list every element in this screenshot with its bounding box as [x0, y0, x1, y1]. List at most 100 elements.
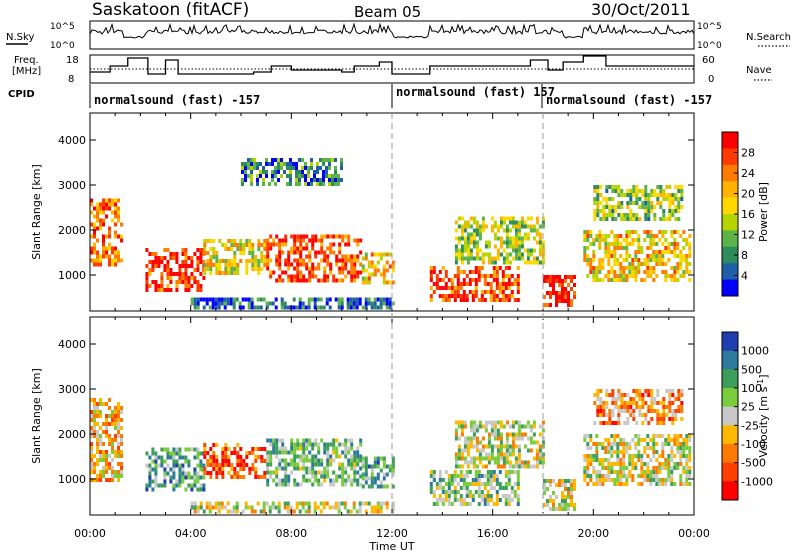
heatmap-cell	[688, 278, 692, 282]
heatmap-cell	[613, 470, 617, 474]
heatmap-cell	[552, 479, 555, 483]
heatmap-cell	[344, 274, 348, 279]
heatmap-cell	[617, 389, 621, 393]
heatmap-cell	[549, 303, 552, 307]
heatmap-cell	[193, 479, 197, 484]
heatmap-cell	[287, 266, 291, 271]
heatmap-cell	[611, 209, 615, 213]
heatmap-cell	[516, 498, 520, 502]
heatmap-cell	[649, 242, 653, 246]
heatmap-cell	[151, 268, 155, 272]
heatmap-cell	[662, 397, 666, 401]
heatmap-cell	[301, 170, 304, 174]
heatmap-cell	[463, 228, 467, 233]
heatmap-cell	[96, 226, 99, 231]
heatmap-cell	[652, 450, 656, 454]
heatmap-cell	[649, 234, 653, 238]
heatmap-cell	[298, 501, 302, 506]
heatmap-cell	[664, 250, 668, 254]
heatmap-cell	[646, 466, 650, 470]
heatmap-cell	[299, 482, 303, 487]
heatmap-cell	[313, 509, 317, 514]
heatmap-cell	[526, 252, 530, 257]
heatmap-cell	[199, 284, 203, 288]
heatmap-cell	[468, 282, 472, 286]
heatmap-cell	[96, 254, 99, 259]
heatmap-cell	[364, 301, 368, 306]
heatmap-cell	[218, 239, 222, 243]
heatmap-cell	[90, 426, 93, 430]
heatmap-cell	[486, 482, 490, 486]
heatmap-cell	[244, 162, 247, 166]
heatmap-cell	[90, 210, 93, 215]
heatmap-cell	[604, 450, 608, 454]
heatmap-cell	[373, 297, 377, 302]
heatmap-cell	[535, 240, 539, 245]
heatmap-cell	[499, 444, 503, 449]
heatmap-cell	[379, 252, 383, 257]
heatmap-cell	[677, 217, 681, 221]
heatmap-cell	[208, 305, 212, 310]
heatmap-cell	[607, 458, 611, 462]
heatmap-cell	[541, 248, 545, 253]
heatmap-cell	[308, 278, 312, 283]
heatmap-cell	[644, 393, 648, 397]
heatmap-cell	[361, 280, 365, 285]
heatmap-cell	[483, 494, 487, 498]
heatmap-cell	[145, 463, 149, 468]
heatmap-cell	[529, 228, 533, 233]
nsky-trace	[89, 22, 695, 39]
heatmap-cell	[211, 305, 215, 310]
heatmap-cell	[166, 248, 170, 252]
heatmap-cell	[466, 240, 470, 245]
heatmap-cell	[611, 213, 615, 217]
heatmap-cell	[347, 254, 351, 259]
heatmap-cell	[190, 297, 194, 302]
heatmap-cell	[558, 503, 561, 507]
heatmap-cell	[193, 455, 197, 460]
heatmap-cell	[631, 478, 635, 482]
heatmap-cell	[184, 256, 188, 260]
heatmap-cell	[607, 446, 611, 450]
heatmap-cell	[293, 238, 297, 243]
heatmap-cell	[196, 509, 200, 514]
heatmap-cell	[322, 174, 325, 178]
heatmap-cell	[641, 189, 645, 193]
heatmap-cell	[644, 205, 648, 209]
heatmap-cell	[573, 507, 576, 511]
heatmap-cell	[96, 434, 99, 438]
heatmap-cell	[477, 298, 481, 302]
heatmap-cell	[108, 230, 111, 235]
heatmap-cell	[289, 174, 292, 178]
heatmap-cell	[617, 201, 621, 205]
heatmap-cell	[338, 242, 342, 247]
heatmap-cell	[664, 238, 668, 242]
heatmap-cell	[465, 482, 469, 486]
heatmap-cell	[275, 454, 279, 459]
heatmap-cell	[148, 483, 152, 488]
heatmap-cell	[671, 409, 675, 413]
heatmap-cell	[93, 422, 96, 426]
heatmap-cell	[230, 239, 234, 243]
heatmap-cell	[311, 274, 315, 279]
heatmap-cell	[589, 438, 593, 442]
heatmap-cell	[583, 250, 587, 254]
heatmap-cell	[483, 290, 487, 294]
heatmap-cell	[490, 216, 494, 221]
heatmap-cell	[493, 424, 497, 429]
heatmap-cell	[293, 246, 297, 251]
heatmap-cell	[504, 286, 508, 290]
heatmap-cell	[513, 282, 517, 286]
heatmap-cell	[272, 270, 276, 275]
heatmap-cell	[444, 274, 448, 278]
heatmap-cell	[99, 414, 102, 418]
heatmap-cell	[513, 278, 517, 282]
heatmap-cell	[501, 494, 505, 498]
heatmap-cell	[634, 462, 638, 466]
heatmap-cell	[619, 234, 623, 238]
heatmap-cell	[382, 301, 386, 306]
heatmap-cell	[367, 301, 371, 306]
heatmap-cell	[212, 463, 216, 467]
heatmap-cell	[391, 456, 395, 461]
heatmap-cell	[114, 254, 117, 259]
